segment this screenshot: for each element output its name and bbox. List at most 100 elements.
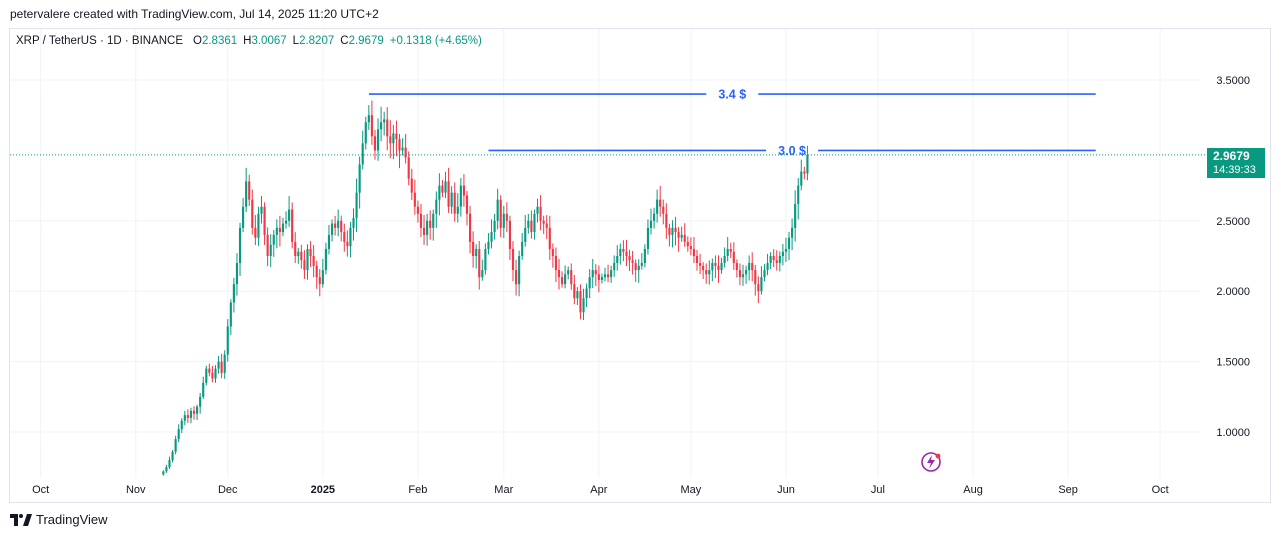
candle-body[interactable] <box>306 248 309 271</box>
candle-body[interactable] <box>254 227 257 238</box>
symbol-name[interactable]: XRP / TetherUS · 1D · BINANCE <box>16 35 184 47</box>
candle-body[interactable] <box>242 206 245 228</box>
candle-body[interactable] <box>340 220 343 233</box>
candle-body[interactable] <box>401 147 404 151</box>
candle-body[interactable] <box>634 263 637 271</box>
candle-body[interactable] <box>551 248 554 256</box>
candle-body[interactable] <box>686 241 689 247</box>
candle-body[interactable] <box>364 122 367 144</box>
candle-body[interactable] <box>502 213 505 228</box>
candle-body[interactable] <box>281 223 285 233</box>
candle-body[interactable] <box>248 181 251 200</box>
candle-body[interactable] <box>699 263 702 266</box>
candle-body[interactable] <box>588 277 591 289</box>
candle-body[interactable] <box>720 263 723 271</box>
candle-body[interactable] <box>211 372 214 379</box>
candle-body[interactable] <box>791 227 794 238</box>
candle-body[interactable] <box>272 234 275 245</box>
candle-body[interactable] <box>453 192 456 214</box>
candle-body[interactable] <box>754 270 757 285</box>
candle-body[interactable] <box>275 227 278 235</box>
candle-body[interactable] <box>288 209 291 221</box>
candle-body[interactable] <box>318 277 321 285</box>
candle-body[interactable] <box>591 270 594 278</box>
candle-body[interactable] <box>594 270 597 275</box>
candle-body[interactable] <box>518 256 521 285</box>
candle-body[interactable] <box>570 270 573 285</box>
candle-body[interactable] <box>220 361 223 373</box>
candle-body[interactable] <box>564 274 567 285</box>
candle-body[interactable] <box>472 241 475 256</box>
candle-body[interactable] <box>337 220 340 228</box>
candle-body[interactable] <box>784 248 788 252</box>
candle-body[interactable] <box>416 206 419 214</box>
candle-body[interactable] <box>291 209 294 242</box>
candle-body[interactable] <box>613 263 616 271</box>
candle-body[interactable] <box>496 199 499 221</box>
candle-body[interactable] <box>352 217 355 228</box>
candle-body[interactable] <box>171 451 174 461</box>
candle-body[interactable] <box>794 203 797 228</box>
candle-body[interactable] <box>229 302 232 327</box>
candle-body[interactable] <box>735 263 738 271</box>
candle-body[interactable] <box>383 119 386 123</box>
candle-body[interactable] <box>668 227 671 235</box>
candle-body[interactable] <box>625 251 628 256</box>
candle-body[interactable] <box>778 256 781 264</box>
candle-body[interactable] <box>674 227 677 233</box>
candle-body[interactable] <box>723 256 726 264</box>
candle-body[interactable] <box>769 256 772 264</box>
candle-body[interactable] <box>800 171 803 186</box>
candle-body[interactable] <box>245 181 248 207</box>
candle-body[interactable] <box>576 291 579 299</box>
candle-body[interactable] <box>640 263 643 266</box>
candle-body[interactable] <box>573 284 576 299</box>
candle-body[interactable] <box>410 178 413 193</box>
candle-body[interactable] <box>490 232 493 242</box>
candle-body[interactable] <box>610 270 613 278</box>
candle-body[interactable] <box>214 368 217 379</box>
candle-body[interactable] <box>787 237 791 249</box>
candle-body[interactable] <box>554 256 558 271</box>
candle-body[interactable] <box>478 248 481 278</box>
candle-body[interactable] <box>444 181 447 193</box>
candle-body[interactable] <box>162 471 165 475</box>
candle-body[interactable] <box>346 241 349 247</box>
candle-body[interactable] <box>751 263 754 271</box>
candle-body[interactable] <box>456 206 459 214</box>
candle-body[interactable] <box>567 270 570 275</box>
candle-body[interactable] <box>606 274 610 278</box>
candle-body[interactable] <box>334 223 337 228</box>
candle-body[interactable] <box>386 119 389 137</box>
candle-body[interactable] <box>367 115 370 123</box>
candle-body[interactable] <box>631 260 634 264</box>
candle-body[interactable] <box>459 185 462 207</box>
candle-body[interactable] <box>689 246 692 249</box>
candle-body[interactable] <box>705 270 708 275</box>
candle-body[interactable] <box>235 263 239 285</box>
candle-body[interactable] <box>404 147 407 158</box>
candle-body[interactable] <box>683 234 686 242</box>
candle-body[interactable] <box>343 232 346 242</box>
candle-body[interactable] <box>361 143 364 165</box>
candle-body[interactable] <box>597 274 600 280</box>
candle-body[interactable] <box>763 270 766 278</box>
candle-body[interactable] <box>499 199 502 228</box>
candle-body[interactable] <box>355 192 358 218</box>
candle-body[interactable] <box>662 206 665 214</box>
candle-body[interactable] <box>711 263 714 271</box>
candle-body[interactable] <box>180 420 183 430</box>
candle-body[interactable] <box>649 220 653 228</box>
candle-body[interactable] <box>585 288 588 299</box>
candle-body[interactable] <box>702 265 705 271</box>
candle-body[interactable] <box>465 195 469 214</box>
candle-body[interactable] <box>508 220 511 249</box>
candle-body[interactable] <box>284 220 288 224</box>
candle-body[interactable] <box>205 368 208 383</box>
lightning-icon[interactable] <box>921 452 941 472</box>
candle-body[interactable] <box>643 248 646 264</box>
candle-body[interactable] <box>533 213 536 233</box>
candle-body[interactable] <box>202 382 205 397</box>
candle-body[interactable] <box>312 256 315 266</box>
